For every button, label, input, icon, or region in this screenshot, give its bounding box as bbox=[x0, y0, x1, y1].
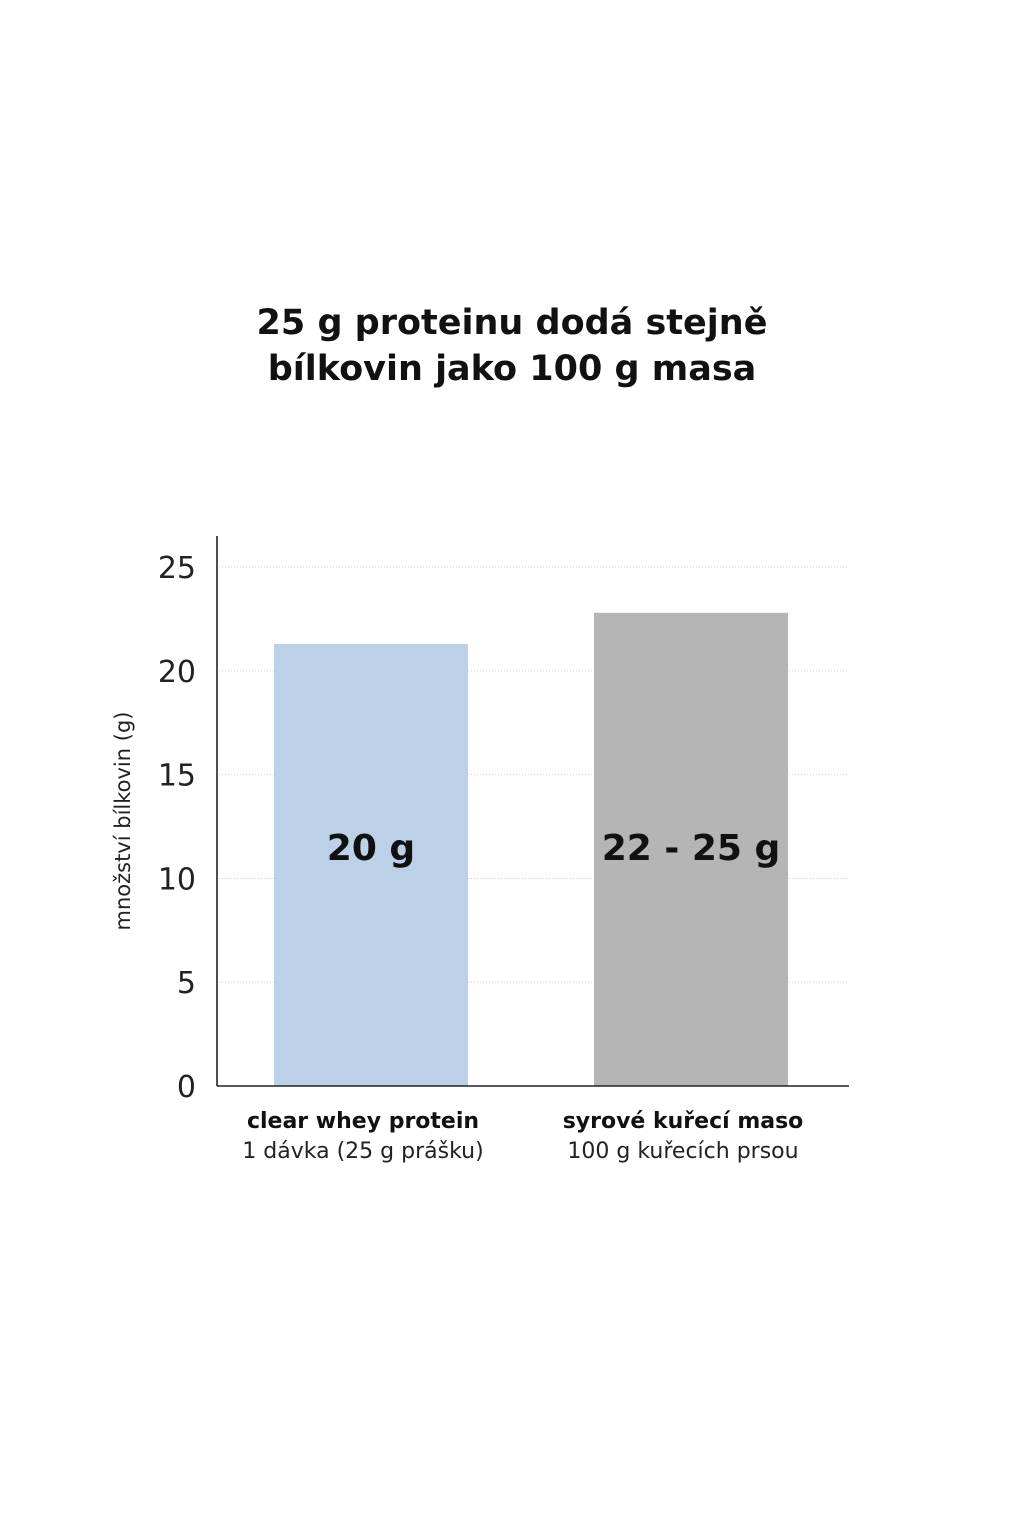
category-labels: clear whey protein 1 dávka (25 g prášku) s… bbox=[242, 1109, 803, 1164]
x-category-sublabel: 1 dávka (25 g prášku) bbox=[242, 1139, 483, 1164]
y-tick-label: 15 bbox=[158, 759, 196, 794]
y-tick-label: 5 bbox=[177, 966, 196, 1001]
chart-title-line-2: bílkovin jako 100 g masa bbox=[267, 349, 757, 389]
bar-value-label: 20 g bbox=[327, 828, 415, 869]
chart-title-line-1: 25 g proteinu dodá stejně bbox=[256, 303, 768, 343]
bar bbox=[274, 643, 468, 1086]
y-tick-label: 0 bbox=[177, 1070, 196, 1105]
data-labels: 20 g 22 - 25 g bbox=[327, 828, 780, 869]
y-tick-label: 25 bbox=[158, 551, 196, 586]
x-category-label: syrové kuřecí maso bbox=[563, 1109, 804, 1134]
chart-title: 25 g proteinu dodá stejně bílkovin jako … bbox=[0, 300, 1024, 392]
y-tick-label: 10 bbox=[158, 862, 196, 897]
axes bbox=[216, 536, 849, 1087]
bar-value-label: 22 - 25 g bbox=[602, 828, 781, 869]
y-axis-title: množství bílkovin (g) bbox=[111, 712, 135, 931]
y-tick-labels: 0 5 10 15 20 25 bbox=[158, 551, 196, 1105]
y-tick-label: 20 bbox=[158, 655, 196, 690]
x-category-sublabel: 100 g kuřecích prsou bbox=[567, 1139, 798, 1164]
bars bbox=[274, 612, 788, 1086]
x-category-label: clear whey protein bbox=[247, 1109, 479, 1134]
bar bbox=[594, 612, 788, 1086]
